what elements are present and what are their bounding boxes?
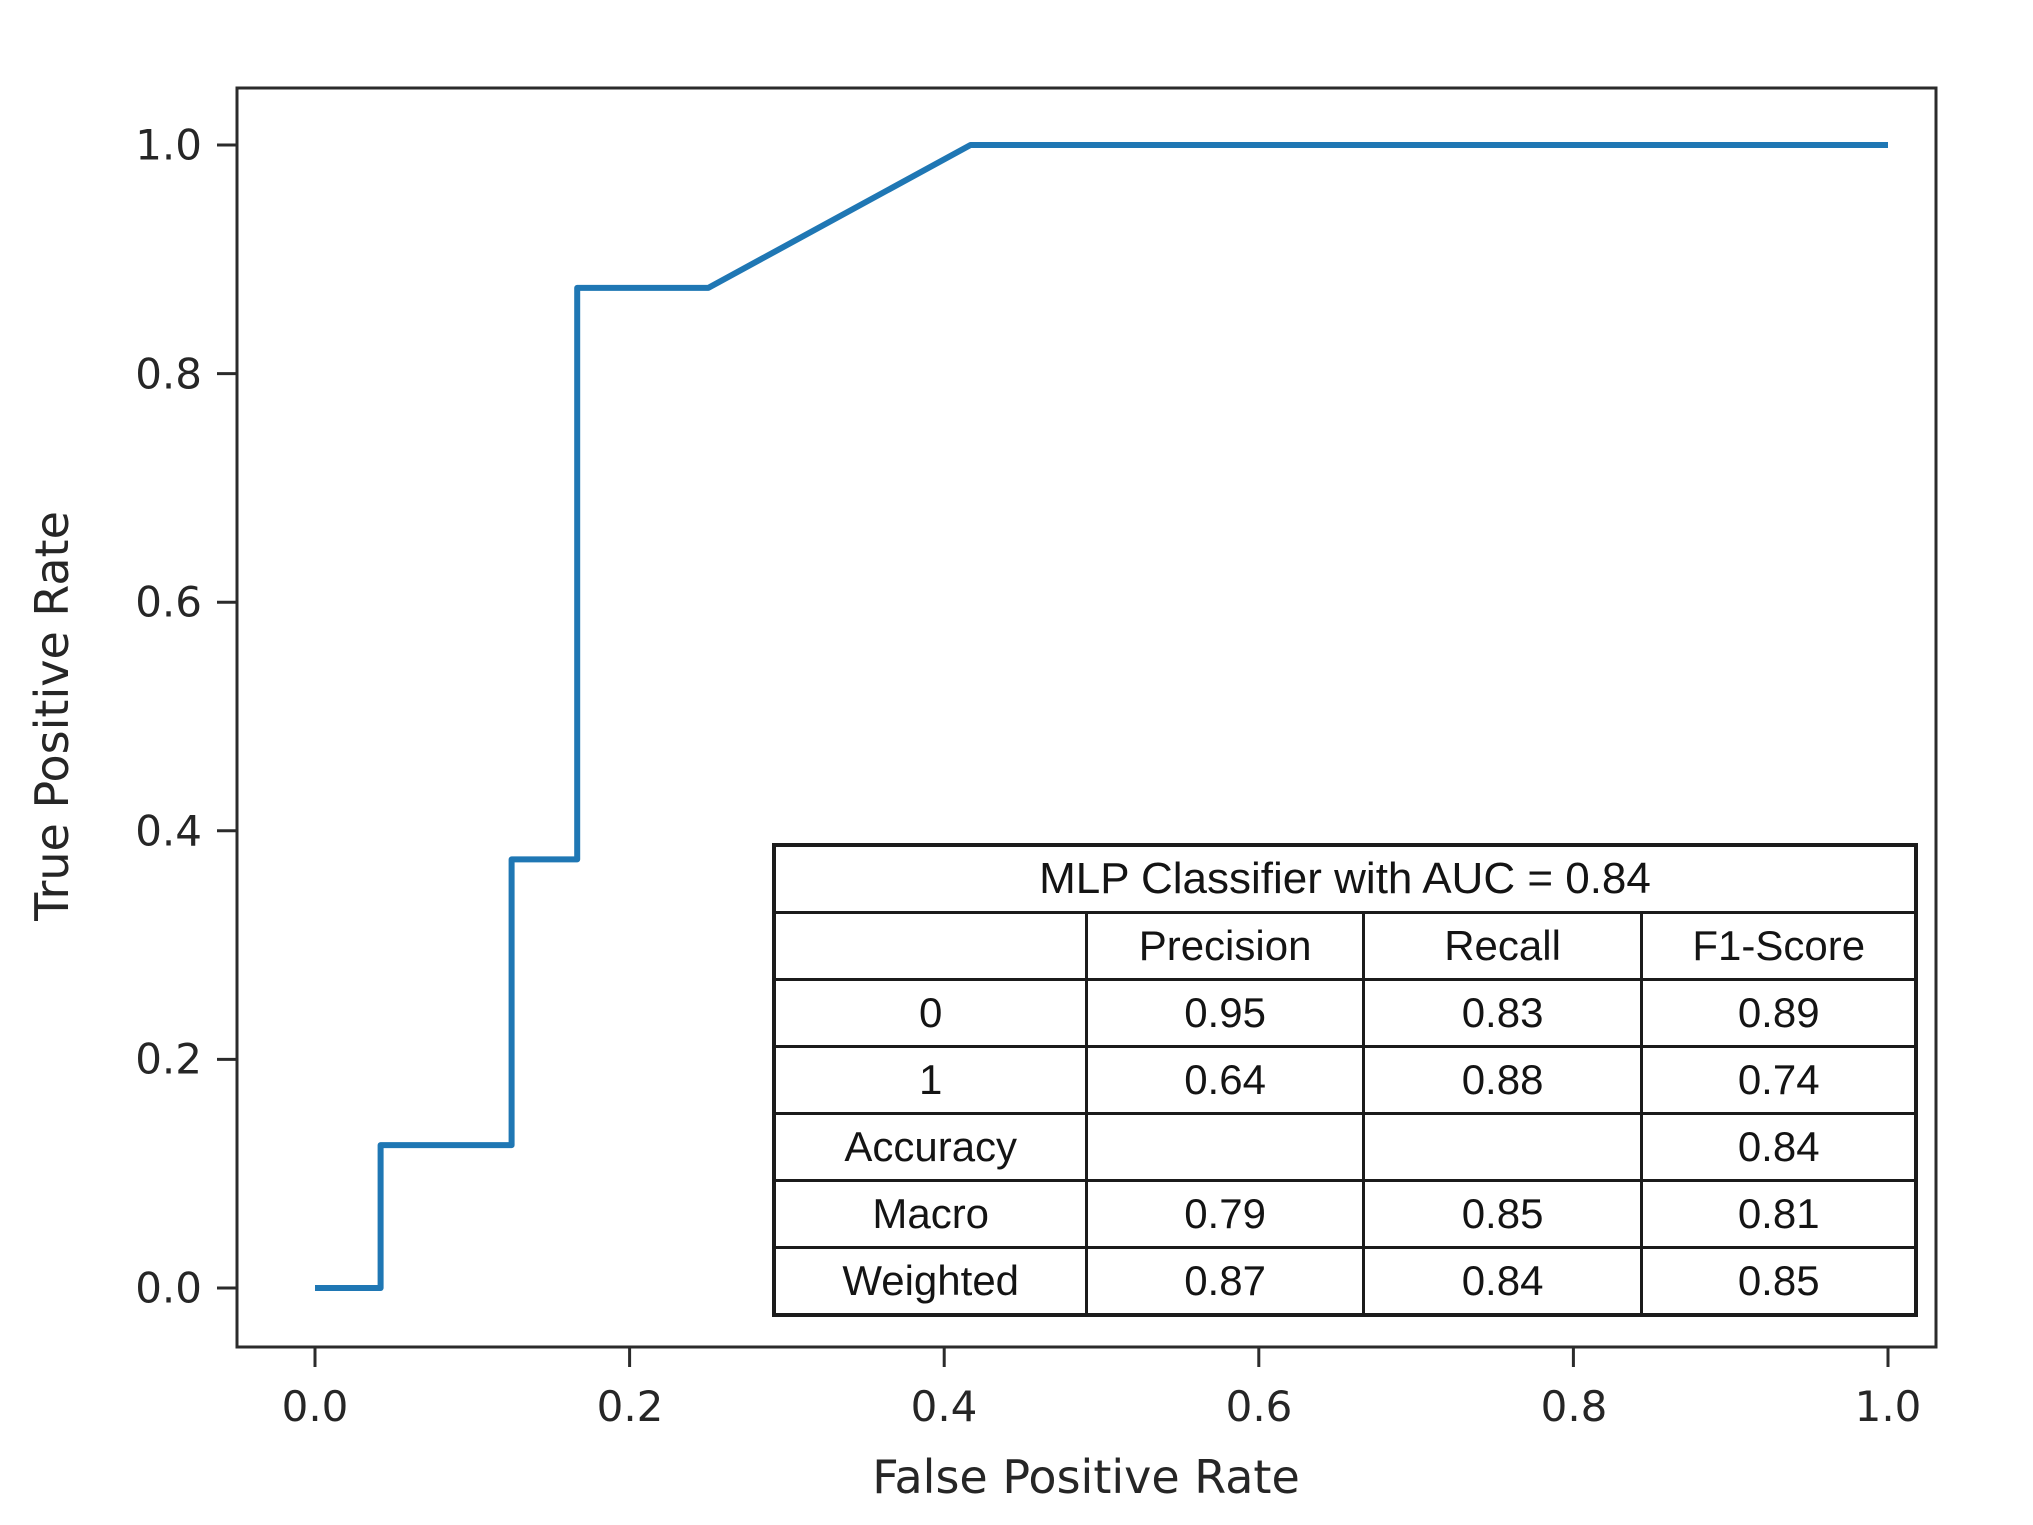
row-label: Macro: [772, 1179, 1089, 1249]
y-tick-label: 0.0: [135, 1263, 202, 1313]
table-row: Accuracy 0.84: [772, 1112, 1918, 1182]
cell-f1: 0.81: [1640, 1179, 1918, 1249]
col-header-blank: [772, 911, 1089, 981]
cell-f1: 0.89: [1640, 978, 1918, 1048]
cell-f1: 0.85: [1640, 1246, 1918, 1317]
x-tick-label: 1.0: [1854, 1382, 1922, 1431]
x-axis-title: False Positive Rate: [872, 1450, 1300, 1504]
y-tick-label: 0.4: [135, 806, 202, 856]
row-label: 1: [772, 1045, 1089, 1115]
table-title: MLP Classifier with AUC = 0.84: [772, 843, 1918, 914]
tick-marks: [217, 143, 1890, 1367]
cell-recall: 0.85: [1361, 1179, 1644, 1249]
table-row: 0 0.95 0.83 0.89: [772, 978, 1918, 1048]
cell-recall: 0.83: [1361, 978, 1644, 1048]
cell-precision: 0.79: [1085, 1179, 1365, 1249]
cell-f1: 0.74: [1640, 1045, 1918, 1115]
table-header-row: Precision Recall F1-Score: [772, 911, 1918, 981]
x-tick-label: 0.0: [281, 1382, 349, 1431]
cell-precision: 0.95: [1085, 978, 1365, 1048]
row-label: Weighted: [772, 1246, 1089, 1317]
x-tick-label: 0.4: [910, 1382, 978, 1431]
y-axis-title: True Positive Rate: [25, 511, 79, 921]
plot-border: [235, 86, 1938, 1349]
roc-curve-line: [315, 142, 1888, 1291]
table-row: Macro 0.79 0.85 0.81: [772, 1179, 1918, 1249]
cell-recall: [1361, 1112, 1644, 1182]
y-tick-label: 0.6: [135, 577, 202, 627]
metrics-table: MLP Classifier with AUC = 0.84 Precision…: [772, 843, 1918, 1317]
col-header-precision: Precision: [1085, 911, 1365, 981]
col-header-recall: Recall: [1361, 911, 1644, 981]
col-header-f1: F1-Score: [1640, 911, 1918, 981]
row-label: 0: [772, 978, 1089, 1048]
y-tick-label: 1.0: [135, 120, 202, 170]
x-tick-label: 0.8: [1540, 1382, 1608, 1431]
table-row: Weighted 0.87 0.84 0.85: [772, 1246, 1918, 1317]
cell-recall: 0.84: [1361, 1246, 1644, 1317]
table-row: 1 0.64 0.88 0.74: [772, 1045, 1918, 1115]
cell-precision: 0.87: [1085, 1246, 1365, 1317]
row-label: Accuracy: [772, 1112, 1089, 1182]
table-title-row: MLP Classifier with AUC = 0.84: [772, 843, 1918, 914]
cell-precision: [1085, 1112, 1365, 1182]
cell-f1: 0.84: [1640, 1112, 1918, 1182]
x-tick-label: 0.6: [1225, 1382, 1293, 1431]
cell-recall: 0.88: [1361, 1045, 1644, 1115]
cell-precision: 0.64: [1085, 1045, 1365, 1115]
y-tick-label: 0.2: [135, 1034, 202, 1084]
y-tick-label: 0.8: [135, 349, 202, 399]
x-tick-label: 0.2: [596, 1382, 664, 1431]
